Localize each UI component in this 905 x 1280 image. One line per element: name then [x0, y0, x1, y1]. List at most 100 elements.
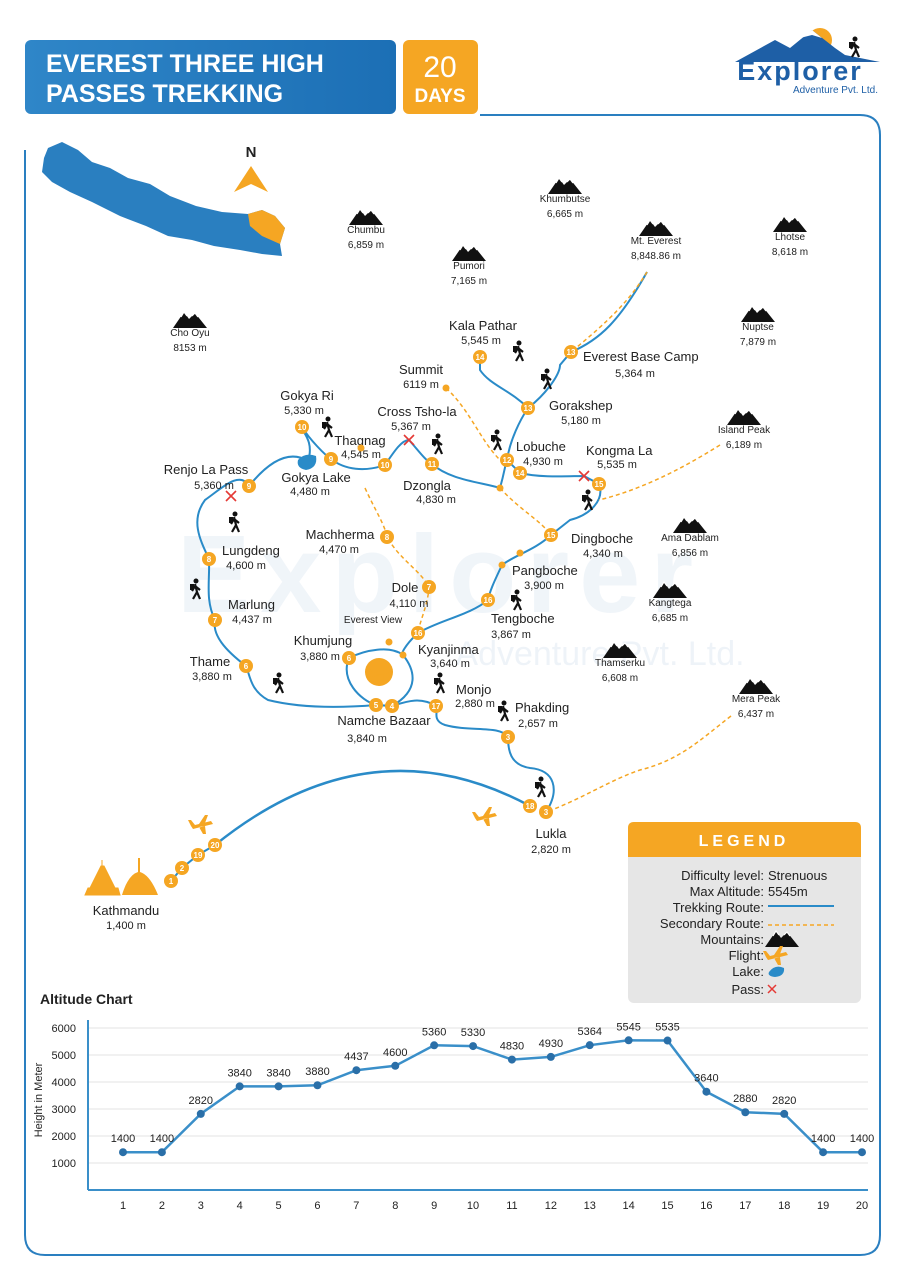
mountain-name: Lhotse: [775, 232, 805, 243]
title-line: EVEREST THREE HIGH: [46, 50, 324, 78]
mountain-name: Mt. Everest: [631, 236, 682, 247]
mountain-icon: [451, 244, 487, 262]
place-altitude: 5,180 m: [561, 415, 601, 427]
data-point: [391, 1061, 400, 1070]
day-marker: [175, 861, 189, 875]
place-name: Kathmandu: [93, 903, 160, 918]
day-number: 4: [390, 702, 395, 711]
mountain-icon: [738, 677, 774, 695]
days-label: DAYS: [414, 86, 465, 107]
logo: [735, 28, 880, 62]
place-altitude: 4,480 m: [290, 486, 330, 498]
chart-title: Altitude Chart: [40, 991, 133, 1007]
title-line: PASSES TREKKING: [46, 80, 283, 108]
day-marker: [544, 528, 558, 542]
legend-label: Max Altitude:: [690, 884, 764, 899]
day-marker: [523, 799, 537, 813]
y-tick-label: 1000: [52, 1158, 76, 1170]
route-dot: [385, 638, 393, 646]
day-marker: [521, 401, 535, 415]
day-number: 13: [524, 404, 533, 413]
day-number: 13: [567, 348, 576, 357]
day-number: 1: [169, 877, 174, 886]
day-marker: [378, 458, 392, 472]
legend-label: Mountains:: [700, 932, 764, 947]
place-altitude: 5,330 m: [284, 405, 324, 417]
kathmandu-temple: [84, 858, 158, 896]
mountain-name: Cho Oyu: [170, 328, 209, 339]
mountain-altitude: 6,856 m: [672, 548, 708, 559]
mountain-icon: [638, 219, 674, 237]
watermark: Adventure Pvt. Ltd.: [455, 635, 744, 673]
mountain-altitude: 8,848.86 m: [631, 251, 681, 262]
mountain-altitude: 7,879 m: [740, 337, 776, 348]
day-marker: [500, 453, 514, 467]
x-tick-label: 12: [545, 1200, 557, 1212]
data-label: 1400: [850, 1133, 874, 1145]
day-number: 12: [503, 456, 512, 465]
data-point: [430, 1041, 439, 1050]
data-point: [274, 1082, 283, 1091]
legend-label: Pass:: [731, 982, 764, 997]
day-number: 10: [381, 461, 390, 470]
nepal-map: [42, 142, 285, 256]
mountain-altitude: 6,189 m: [726, 440, 762, 451]
data-point: [352, 1066, 361, 1075]
day-marker: [411, 626, 425, 640]
pass-marker: [225, 434, 590, 502]
day-marker: [369, 698, 383, 712]
place-name: Lobuche: [516, 439, 566, 454]
x-tick-label: 18: [778, 1200, 790, 1212]
legend-label: Trekking Route:: [673, 900, 764, 915]
y-tick-label: 4000: [52, 1077, 76, 1089]
day-number: 16: [414, 629, 423, 638]
day-number: 15: [595, 480, 604, 489]
place-altitude: 3,640 m: [430, 658, 470, 670]
day-number: 15: [547, 531, 556, 540]
place-altitude: 4,437 m: [232, 614, 272, 626]
mountain-name: Island Peak: [718, 425, 771, 436]
data-label: 5360: [422, 1026, 446, 1038]
day-number: 18: [526, 802, 535, 811]
day-marker: [422, 580, 436, 594]
place-name: Lukla: [535, 826, 567, 841]
data-point: [235, 1082, 244, 1091]
legend-label: Secondary Route:: [660, 916, 764, 931]
day-number: 6: [244, 662, 249, 671]
mountain-icon: [726, 408, 762, 426]
place-altitude: 5,360 m: [194, 480, 234, 492]
route-dot: [357, 444, 365, 452]
mountain-icon: [172, 311, 208, 329]
place-altitude: 4,340 m: [583, 548, 623, 560]
y-tick-label: 2000: [52, 1131, 76, 1143]
data-label: 5545: [616, 1021, 640, 1033]
mountain-altitude: 8,618 m: [772, 247, 808, 258]
place-altitude: 3,880 m: [192, 671, 232, 683]
day-marker: [429, 699, 443, 713]
day-number: 8: [207, 555, 212, 564]
data-label: 1400: [150, 1133, 174, 1145]
place-name: Marlung: [228, 597, 275, 612]
day-marker: [501, 730, 515, 744]
x-tick-label: 19: [817, 1200, 829, 1212]
mountain-altitude: 6,685 m: [652, 613, 688, 624]
data-label: 2880: [733, 1093, 757, 1105]
data-label: 4600: [383, 1047, 407, 1059]
data-label: 1400: [111, 1133, 135, 1145]
place-name: Everest View: [344, 615, 403, 626]
airport: [365, 658, 393, 686]
place-name: Kyanjinma: [418, 642, 479, 657]
place-name: Kala Pathar: [449, 318, 518, 333]
place-altitude: 5,535 m: [597, 459, 637, 471]
data-point: [546, 1052, 555, 1061]
x-tick-label: 17: [739, 1200, 751, 1212]
mountain-altitude: 6,608 m: [602, 673, 638, 684]
mountain-name: Khumbutse: [540, 194, 591, 205]
mountain-icon: [348, 208, 384, 226]
mountain-icon: [772, 215, 808, 233]
place-name: Gokya Lake: [281, 470, 350, 485]
day-marker: [481, 593, 495, 607]
watermark: Explorer: [177, 513, 703, 636]
